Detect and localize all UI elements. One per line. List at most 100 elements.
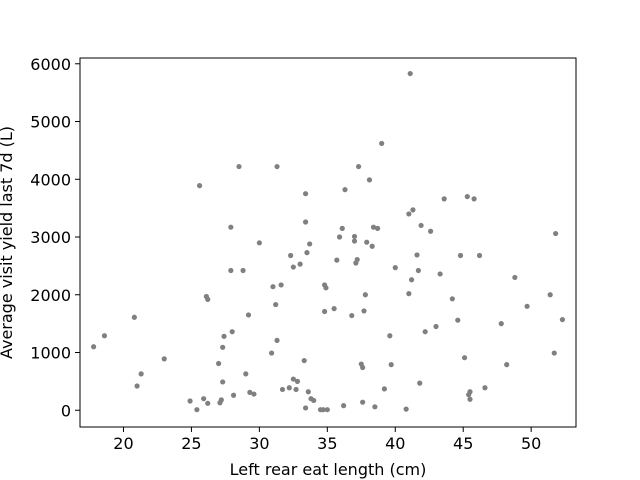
data-point bbox=[403, 406, 409, 412]
data-point bbox=[553, 230, 559, 237]
data-point bbox=[274, 163, 280, 170]
data-point bbox=[379, 140, 385, 147]
data-point bbox=[290, 264, 296, 270]
y-tick-label: 5000 bbox=[30, 113, 71, 132]
data-point bbox=[370, 224, 377, 230]
data-point bbox=[101, 333, 108, 339]
data-point bbox=[354, 256, 360, 263]
data-point bbox=[274, 337, 280, 343]
data-point bbox=[286, 385, 292, 391]
data-point bbox=[551, 350, 557, 356]
data-point bbox=[294, 378, 301, 384]
data-point bbox=[360, 399, 366, 405]
data-point bbox=[406, 211, 412, 217]
data-point bbox=[301, 357, 307, 364]
data-point bbox=[220, 344, 226, 350]
data-point bbox=[302, 219, 309, 225]
data-point bbox=[221, 333, 227, 339]
data-point bbox=[278, 282, 284, 288]
data-point bbox=[351, 233, 358, 240]
data-point bbox=[311, 397, 317, 404]
data-point bbox=[406, 291, 412, 297]
data-point bbox=[339, 225, 345, 231]
data-point bbox=[437, 271, 443, 277]
data-point bbox=[362, 292, 368, 298]
data-point bbox=[216, 360, 222, 367]
data-point bbox=[524, 303, 530, 309]
data-point bbox=[422, 329, 428, 335]
data-point bbox=[201, 396, 207, 402]
data-point bbox=[372, 404, 378, 410]
data-point bbox=[388, 362, 394, 368]
y-tick-label: 1000 bbox=[30, 344, 71, 363]
data-point bbox=[341, 403, 347, 409]
data-point bbox=[138, 371, 144, 377]
data-point bbox=[187, 398, 193, 404]
data-point bbox=[131, 314, 137, 320]
data-point bbox=[381, 386, 387, 392]
data-point bbox=[229, 329, 235, 335]
data-point bbox=[205, 296, 211, 302]
data-point bbox=[349, 312, 355, 319]
data-point bbox=[482, 385, 488, 391]
data-point bbox=[342, 187, 348, 193]
data-point bbox=[323, 285, 329, 291]
data-point bbox=[366, 177, 373, 183]
data-point bbox=[331, 306, 337, 312]
data-point bbox=[196, 183, 203, 189]
data-point bbox=[320, 407, 326, 413]
data-point bbox=[512, 274, 518, 281]
data-point bbox=[417, 380, 423, 386]
data-point bbox=[251, 391, 257, 397]
x-tick-label: 25 bbox=[181, 434, 201, 453]
data-point bbox=[240, 267, 246, 274]
data-point bbox=[247, 389, 253, 395]
data-point bbox=[205, 400, 211, 406]
data-point bbox=[457, 252, 464, 259]
data-point bbox=[307, 241, 313, 247]
data-point bbox=[245, 312, 252, 318]
x-tick-label: 35 bbox=[317, 434, 337, 453]
data-point bbox=[351, 238, 358, 244]
data-point bbox=[90, 344, 97, 350]
data-point bbox=[322, 308, 328, 315]
data-point bbox=[408, 277, 415, 283]
points-layer bbox=[90, 70, 566, 413]
data-point bbox=[269, 350, 275, 356]
data-point bbox=[220, 379, 226, 385]
x-tick-label: 30 bbox=[249, 434, 269, 453]
x-tick-label: 45 bbox=[453, 434, 473, 453]
data-point bbox=[369, 243, 375, 249]
data-point bbox=[361, 308, 367, 314]
data-point bbox=[467, 389, 473, 395]
data-point bbox=[410, 207, 416, 213]
data-point bbox=[455, 317, 461, 323]
data-point bbox=[302, 191, 309, 197]
data-point bbox=[288, 252, 294, 259]
data-point bbox=[449, 296, 455, 302]
data-point bbox=[161, 356, 167, 362]
data-point bbox=[375, 225, 381, 231]
data-point bbox=[471, 196, 477, 202]
data-point bbox=[407, 70, 413, 77]
data-point bbox=[236, 163, 242, 170]
data-point bbox=[336, 234, 343, 240]
data-point bbox=[218, 397, 224, 403]
data-point bbox=[324, 407, 330, 413]
data-point bbox=[355, 163, 362, 170]
data-point bbox=[334, 257, 340, 263]
data-point bbox=[387, 333, 393, 339]
x-tick-label: 40 bbox=[385, 434, 405, 453]
data-point bbox=[547, 292, 553, 298]
data-point bbox=[476, 252, 483, 259]
data-point bbox=[293, 386, 299, 393]
data-point bbox=[279, 386, 286, 393]
x-tick-label: 50 bbox=[521, 434, 541, 453]
data-point bbox=[461, 355, 468, 361]
data-point bbox=[418, 222, 424, 229]
data-point bbox=[504, 362, 510, 368]
data-point bbox=[302, 405, 309, 411]
data-point bbox=[194, 407, 200, 413]
data-point bbox=[230, 392, 237, 398]
